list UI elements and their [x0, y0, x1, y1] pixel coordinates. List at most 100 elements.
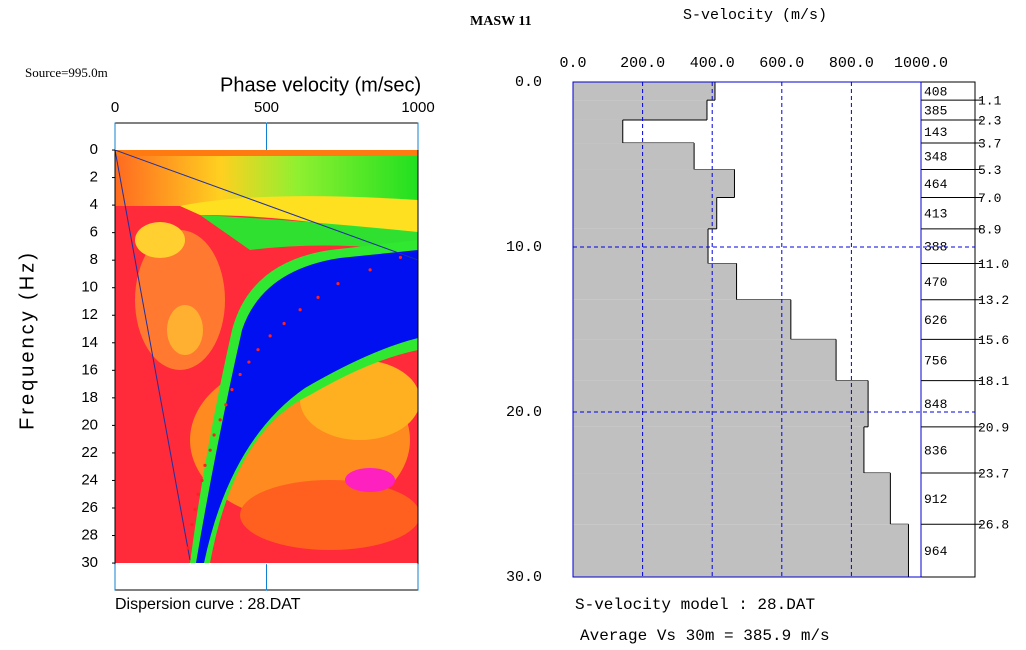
depth-label: 26.8	[978, 518, 1009, 533]
layer	[573, 169, 735, 198]
y-tick-label: 0	[90, 141, 98, 158]
velocity-label: 408	[924, 85, 947, 100]
y-tick-label: 28	[81, 526, 98, 543]
caption: S-velocity model : 28.DAT	[575, 596, 815, 614]
layer	[573, 143, 695, 170]
chart-title: MASW 11	[470, 14, 532, 29]
velocity-label: 413	[924, 207, 947, 222]
layer	[573, 426, 864, 474]
velocity-label: 756	[924, 353, 947, 368]
dispersion-point	[186, 546, 190, 550]
dispersion-point	[196, 492, 200, 496]
depth-label: 8.9	[978, 222, 1001, 237]
dispersion-point	[316, 295, 320, 299]
dispersion-point	[398, 255, 403, 260]
depth-label: 1.1	[978, 94, 1002, 109]
depth-label: 3.7	[978, 136, 1001, 151]
x-tick-label: 0	[111, 99, 119, 116]
dispersion-point	[238, 372, 242, 377]
layer	[573, 82, 715, 101]
y-tick-label: 20.0	[506, 404, 542, 421]
dispersion-point	[282, 321, 286, 326]
velocity-label: 836	[924, 443, 947, 458]
x-tick-label: 1000	[401, 99, 434, 116]
layer	[573, 197, 717, 229]
dispersion-point	[212, 433, 216, 437]
y-tick-label: 10.0	[506, 239, 542, 256]
x-tick-label: 1000.0	[894, 55, 948, 72]
dispersion-point	[247, 360, 251, 364]
depth-label: 5.3	[978, 163, 1001, 178]
velocity-label: 912	[924, 492, 947, 507]
y-tick-label: 6	[90, 224, 98, 241]
velocity-label: 348	[924, 150, 947, 165]
y-tick-label: 24	[81, 471, 98, 488]
velocity-label: 385	[924, 103, 947, 118]
dispersion-point	[203, 463, 207, 467]
depth-label: 15.6	[978, 333, 1009, 348]
y-tick-label: 12	[81, 306, 98, 323]
dispersion-point	[298, 308, 302, 312]
depth-label: 2.3	[978, 113, 1001, 128]
dispersion-image	[115, 150, 418, 563]
y-tick-label: 0.0	[515, 74, 542, 91]
velocity-label: 143	[924, 125, 947, 140]
depth-label: 23.7	[978, 466, 1009, 481]
layer	[573, 380, 869, 427]
depth-label: 13.2	[978, 293, 1009, 308]
y-tick-label: 18	[81, 389, 98, 406]
average-note: Average Vs 30m = 385.9 m/s	[580, 627, 830, 645]
x-tick-label: 800.0	[829, 55, 874, 72]
x-tick-label: 500	[254, 99, 279, 116]
y-tick-label: 10	[81, 279, 98, 296]
velocity-label: 470	[924, 275, 947, 290]
y-tick-label: 20	[81, 416, 98, 433]
dispersion-point	[336, 281, 340, 286]
dispersion-point	[368, 268, 372, 272]
layer	[573, 119, 623, 144]
y-tick-label: 22	[81, 444, 98, 461]
layer	[573, 339, 837, 381]
velocity-label: 464	[924, 177, 948, 192]
layer	[573, 524, 909, 577]
layer	[573, 263, 737, 300]
layer	[573, 473, 891, 525]
depth-label: 7.0	[978, 191, 1001, 206]
profile-frame	[572, 81, 922, 578]
dispersion-point	[230, 387, 234, 392]
depth-label: 11.0	[978, 257, 1009, 272]
dispersion-point	[256, 348, 260, 352]
y-tick-label: 30.0	[506, 569, 542, 586]
y-tick-label: 30	[81, 554, 98, 571]
dispersion-point	[208, 448, 212, 452]
x-axis-title: S-velocity (m/s)	[683, 7, 827, 24]
y-tick-label: 8	[90, 251, 98, 268]
y-tick-label: 2	[90, 169, 98, 186]
layer	[573, 228, 709, 264]
layer	[573, 100, 707, 120]
velocity-label: 388	[924, 240, 947, 255]
x-tick-label: 0.0	[559, 55, 586, 72]
velocity-label: 964	[924, 544, 948, 559]
x-tick-label: 200.0	[620, 55, 665, 72]
x-tick-label: 400.0	[690, 55, 735, 72]
y-tick-label: 14	[81, 334, 98, 351]
caption: Dispersion curve : 28.DAT	[115, 596, 301, 613]
depth-label: 20.9	[978, 420, 1009, 435]
y-tick-label: 26	[81, 499, 98, 516]
x-axis-title: Phase velocity (m/sec)	[220, 74, 421, 96]
y-axis-title: Frequency (Hz)	[16, 250, 38, 430]
y-tick-label: 4	[90, 196, 98, 213]
depth-label: 18.1	[978, 374, 1009, 389]
source-label: Source=995.0m	[25, 65, 108, 80]
dispersion-point	[224, 403, 228, 407]
dispersion-point	[193, 507, 197, 511]
dispersion-point	[218, 418, 222, 422]
velocity-label: 626	[924, 313, 947, 328]
dispersion-point	[190, 522, 194, 527]
layer	[573, 299, 791, 340]
y-tick-label: 16	[81, 361, 98, 378]
dispersion-point	[268, 334, 272, 338]
x-tick-label: 600.0	[759, 55, 804, 72]
